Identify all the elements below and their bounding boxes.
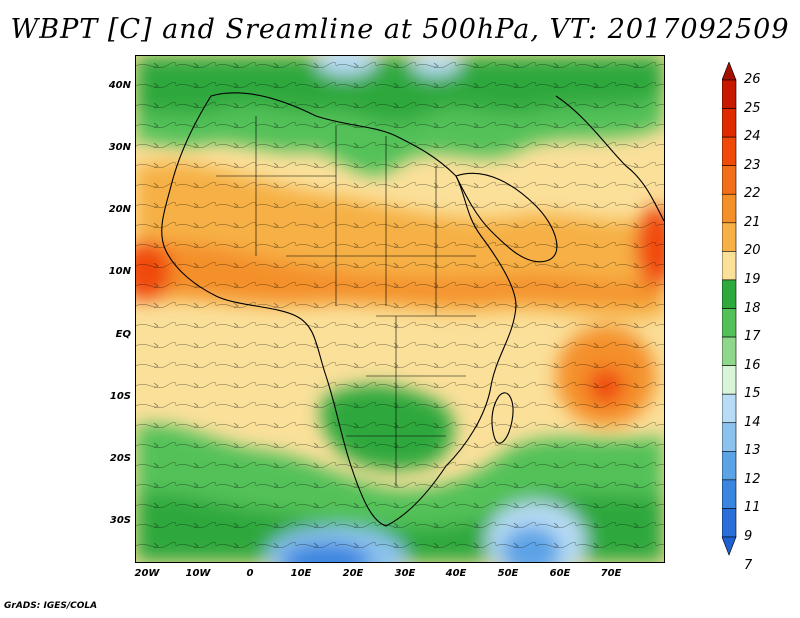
streamline-overlay (136, 56, 664, 562)
lon-label-70e: 70E (600, 568, 622, 579)
lon-label-20e: 20E (342, 568, 364, 579)
map-title: WBPT [C] and Sreamline at 500hPa, VT: 20… (10, 14, 790, 45)
lat-label-40n: 40N (108, 80, 131, 91)
colorbar-swatch (722, 79, 737, 109)
lat-label-20s: 20S (109, 453, 131, 464)
colorbar-swatch (722, 251, 737, 281)
lon-label-0: 0 (246, 568, 254, 579)
colorbar-swatch (722, 422, 737, 452)
colorbar-swatch (722, 222, 737, 252)
colorbar-label: 20 (744, 243, 761, 259)
colorbar-swatch (722, 479, 737, 509)
lon-label-30e: 30E (394, 568, 416, 579)
colorbar-swatch (722, 136, 737, 166)
colorbar-label: 14 (744, 414, 761, 430)
lat-label-10n: 10N (108, 266, 131, 277)
map-frame (135, 55, 665, 563)
lat-label-30s: 30S (109, 515, 131, 526)
lon-label-60e: 60E (549, 568, 571, 579)
colorbar-label: 24 (744, 129, 761, 145)
country-borders (216, 116, 476, 486)
lon-label-20w: 20W (134, 568, 160, 579)
lon-label-10w: 10W (185, 568, 211, 579)
colorbar-swatch (722, 279, 737, 309)
colorbar-label: 9 (744, 529, 753, 544)
colorbar-label: 19 (744, 271, 761, 287)
colorbar-label: 22 (744, 186, 761, 202)
colorbar-label: 12 (744, 471, 761, 487)
colorbar-swatch (722, 308, 737, 338)
colorbar-swatch (722, 165, 737, 195)
colorbar-label: 21 (744, 214, 761, 230)
colorbar-label: 16 (744, 357, 761, 373)
colorbar-swatch (722, 193, 737, 224)
colorbar-bottom-triangle (722, 536, 737, 556)
lon-label-50e: 50E (497, 568, 519, 579)
colorbar-swatch (722, 451, 737, 481)
grads-credit: GrADS: IGES/COLA (4, 601, 98, 611)
colorbar-label: 26 (744, 72, 761, 87)
lat-label-eq: EQ (115, 329, 131, 340)
lat-label-20n: 20N (108, 204, 131, 215)
colorbar-swatch (722, 508, 737, 538)
lat-label-30n: 30N (108, 142, 131, 153)
coastlines (161, 92, 664, 527)
colorbar-swatch (722, 108, 737, 138)
colorbar-label: 15 (744, 386, 761, 402)
colorbar-label: 13 (744, 443, 761, 459)
colorbar-swatch (722, 393, 737, 424)
colorbar-label: 17 (744, 329, 761, 345)
colorbar-label: 11 (744, 500, 761, 516)
lat-label-10s: 10S (109, 391, 131, 402)
lon-label-40e: 40E (445, 568, 467, 579)
colorbar-label: 7 (744, 557, 753, 573)
colorbar-swatch (722, 336, 737, 366)
lon-label-10e: 10E (290, 568, 312, 579)
colorbar-label: 25 (744, 100, 761, 116)
wbpt-streamline-map (136, 56, 664, 562)
colorbar-label: 18 (744, 300, 761, 316)
colorbar (722, 62, 737, 556)
colorbar-label: 23 (744, 157, 761, 173)
colorbar-swatch (722, 365, 737, 395)
colorbar-top-triangle (722, 62, 737, 81)
